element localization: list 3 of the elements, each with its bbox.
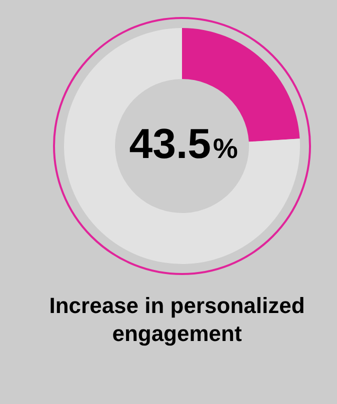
text: 43.5%: [129, 120, 238, 167]
text: Increase in personalized engagement: [49, 293, 305, 346]
donut-slice: [64, 28, 300, 264]
